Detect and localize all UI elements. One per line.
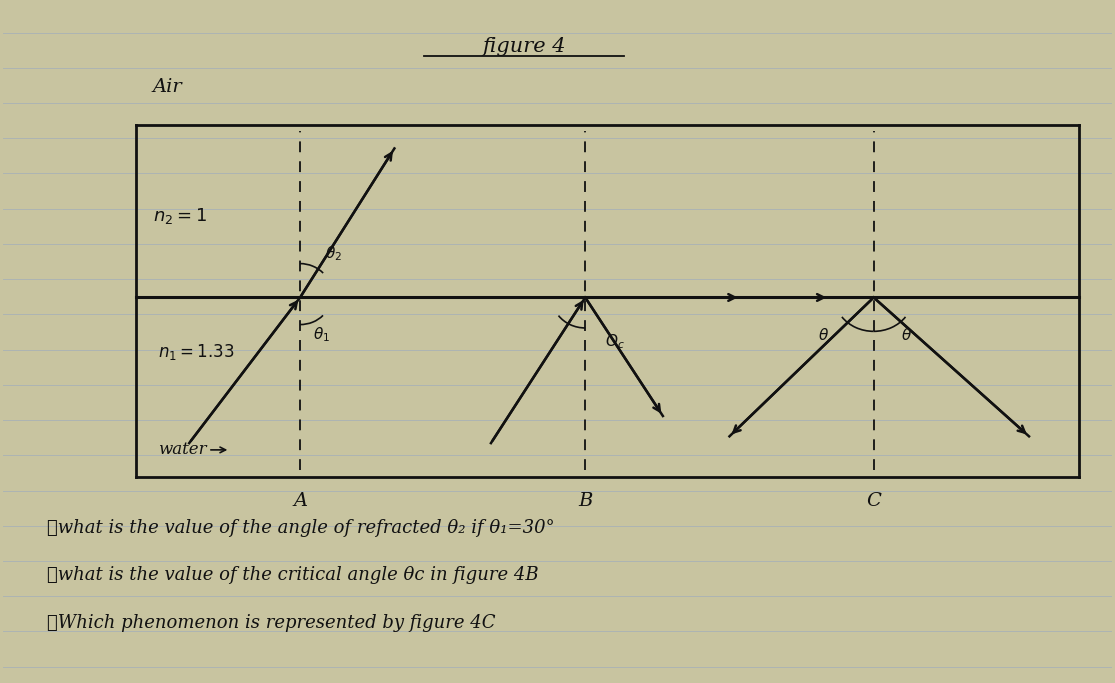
Text: $\theta_1$: $\theta_1$ (313, 325, 330, 344)
Text: $\theta_2$: $\theta_2$ (324, 244, 341, 263)
Text: B: B (578, 492, 592, 510)
Text: $n_2=1$: $n_2=1$ (153, 206, 206, 226)
Text: ②what is the value of the critical angle θc in figure 4B: ②what is the value of the critical angle… (47, 566, 539, 584)
Text: A: A (293, 492, 307, 510)
Text: $\theta$: $\theta$ (901, 326, 912, 343)
Text: figure 4: figure 4 (483, 38, 566, 56)
Text: C: C (866, 492, 881, 510)
Text: $O_c$: $O_c$ (605, 332, 624, 351)
Text: ①what is the value of the angle of refracted θ₂ if θ₁=30°: ①what is the value of the angle of refra… (47, 519, 555, 537)
Text: $\theta$: $\theta$ (818, 326, 830, 343)
Text: Air: Air (153, 79, 183, 96)
Text: water: water (158, 441, 206, 458)
Text: $n_1=1.33$: $n_1=1.33$ (158, 342, 234, 362)
Text: ③Which phenomenon is represented by figure 4C: ③Which phenomenon is represented by figu… (47, 613, 496, 632)
